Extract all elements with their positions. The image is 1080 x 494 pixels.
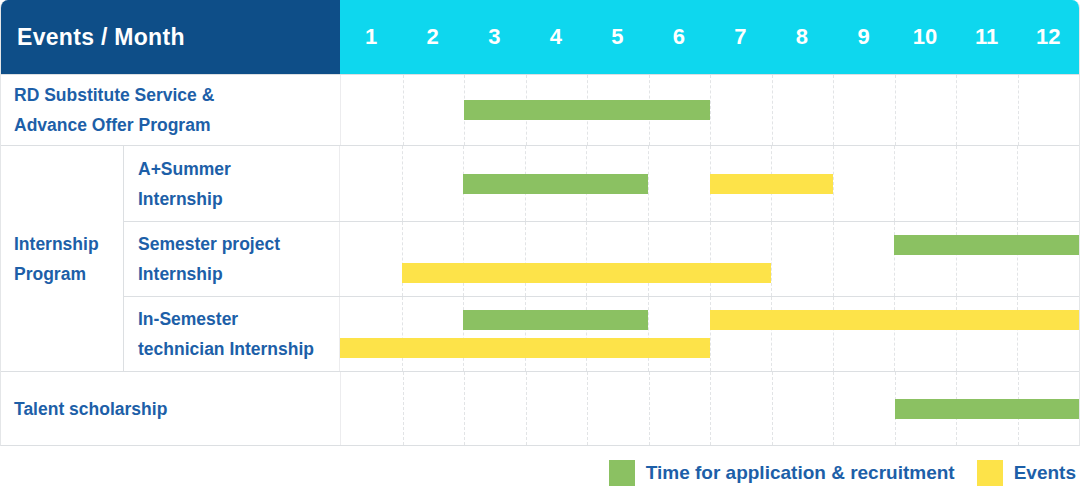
month-gridline bbox=[833, 297, 834, 371]
group-label-internship-program: InternshipProgram bbox=[1, 146, 124, 371]
row-label-talent-scholarship: Talent scholarship bbox=[1, 372, 340, 445]
semester-project-barline bbox=[340, 263, 1079, 283]
rd-substitute-chart bbox=[340, 75, 1079, 145]
month-gridline bbox=[463, 222, 464, 296]
in-semester-technician-barline bbox=[340, 338, 1079, 358]
month-header-cell-10: 10 bbox=[894, 0, 956, 74]
subrow-label-a-plus-summer-line-1: A+Summer bbox=[138, 154, 339, 184]
month-gridline bbox=[586, 222, 587, 296]
month-header-cell-12: 12 bbox=[1017, 0, 1079, 74]
row-rd-substitute: RD Substitute Service &Advance Offer Pro… bbox=[1, 74, 1079, 145]
month-gridline bbox=[648, 297, 649, 371]
month-header-cell-8: 8 bbox=[771, 0, 833, 74]
month-gridline bbox=[956, 222, 957, 296]
table-body: RD Substitute Service &Advance Offer Pro… bbox=[1, 74, 1079, 445]
row-label-rd-substitute-line-2: Advance Offer Program bbox=[14, 110, 340, 140]
table-header-row: Events / Month 123456789101112 bbox=[1, 0, 1079, 74]
group-rows-internship-program: A+SummerInternshipSemester projectIntern… bbox=[124, 146, 1079, 371]
semester-project-bar-green-m10-m12 bbox=[894, 235, 1079, 255]
legend-label-application: Time for application & recruitment bbox=[646, 462, 955, 484]
in-semester-technician-bar-yellow-m1-m6 bbox=[340, 338, 710, 358]
row-label-rd-substitute: RD Substitute Service &Advance Offer Pro… bbox=[1, 75, 340, 145]
subrow-label-semester-project: Semester projectInternship bbox=[124, 222, 339, 296]
gantt-table: Events / Month 123456789101112 RD Substi… bbox=[0, 0, 1080, 446]
in-semester-technician-chart bbox=[339, 297, 1079, 371]
month-gridline bbox=[463, 297, 464, 371]
talent-scholarship-chart bbox=[340, 372, 1079, 445]
month-header-cell-5: 5 bbox=[587, 0, 649, 74]
subrow-label-semester-project-line-2: Internship bbox=[138, 259, 339, 289]
month-gridline bbox=[402, 297, 403, 371]
semester-project-chart bbox=[339, 222, 1079, 296]
legend-label-events: Events bbox=[1014, 462, 1076, 484]
header-title-cell: Events / Month bbox=[1, 0, 340, 74]
in-semester-technician-bar-green-m3-m5 bbox=[463, 310, 648, 330]
subrow-a-plus-summer: A+SummerInternship bbox=[124, 146, 1079, 221]
month-gridline bbox=[1017, 222, 1018, 296]
month-gridline bbox=[710, 222, 711, 296]
group-label-internship-program-line-2: Program bbox=[14, 259, 123, 289]
legend-item-events: Events bbox=[977, 460, 1076, 486]
month-gridline bbox=[771, 297, 772, 371]
month-header-cell-9: 9 bbox=[833, 0, 895, 74]
month-gridline bbox=[894, 222, 895, 296]
rd-substitute-bar-green-m3-m6 bbox=[464, 100, 710, 120]
month-gridline bbox=[710, 297, 711, 371]
semester-project-bar-yellow-m2-m7 bbox=[402, 263, 772, 283]
semester-project-barline bbox=[340, 235, 1079, 255]
month-gridline bbox=[833, 222, 834, 296]
in-semester-technician-barline bbox=[340, 310, 1079, 330]
month-gridline bbox=[956, 297, 957, 371]
row-label-rd-substitute-line-1: RD Substitute Service & bbox=[14, 80, 340, 110]
month-header-cell-4: 4 bbox=[525, 0, 587, 74]
subrow-label-a-plus-summer: A+SummerInternship bbox=[124, 146, 339, 221]
legend: Time for application & recruitment Event… bbox=[0, 446, 1080, 494]
subrow-label-in-semester-technician-line-1: In-Semester bbox=[138, 304, 339, 334]
a-plus-summer-barline bbox=[340, 174, 1079, 194]
month-header-cell-2: 2 bbox=[402, 0, 464, 74]
yellow-swatch-icon bbox=[977, 460, 1003, 486]
month-header-cell-3: 3 bbox=[463, 0, 525, 74]
group-label-internship-program-line-1: Internship bbox=[14, 229, 123, 259]
month-gridline bbox=[771, 222, 772, 296]
legend-item-application: Time for application & recruitment bbox=[609, 460, 955, 486]
month-gridline bbox=[525, 222, 526, 296]
header-title: Events / Month bbox=[17, 24, 185, 51]
month-header-cell-11: 11 bbox=[956, 0, 1018, 74]
month-gridline bbox=[648, 222, 649, 296]
rd-substitute-barline bbox=[341, 100, 1079, 120]
talent-scholarship-bar-green-m10-m12 bbox=[895, 399, 1079, 419]
a-plus-summer-bar-yellow-m7-m8 bbox=[710, 174, 833, 194]
subrow-label-in-semester-technician-line-2: technician Internship bbox=[138, 334, 339, 364]
month-header-cell-6: 6 bbox=[648, 0, 710, 74]
month-gridline bbox=[894, 297, 895, 371]
a-plus-summer-chart bbox=[339, 146, 1079, 221]
month-gridline bbox=[1017, 297, 1018, 371]
group-internship-program: InternshipProgramA+SummerInternshipSemes… bbox=[1, 145, 1079, 371]
subrow-label-semester-project-line-1: Semester project bbox=[138, 229, 339, 259]
month-header-cell-7: 7 bbox=[710, 0, 772, 74]
in-semester-technician-bar-yellow-m7-m12 bbox=[710, 310, 1080, 330]
talent-scholarship-barline bbox=[341, 399, 1079, 419]
green-swatch-icon bbox=[609, 460, 635, 486]
month-gridline bbox=[402, 222, 403, 296]
month-gridline bbox=[586, 297, 587, 371]
subrow-semester-project: Semester projectInternship bbox=[124, 221, 1079, 296]
a-plus-summer-bar-green-m3-m5 bbox=[463, 174, 648, 194]
subrow-in-semester-technician: In-Semestertechnician Internship bbox=[124, 296, 1079, 371]
subrow-label-a-plus-summer-line-2: Internship bbox=[138, 184, 339, 214]
month-gridline bbox=[525, 297, 526, 371]
subrow-label-in-semester-technician: In-Semestertechnician Internship bbox=[124, 297, 339, 371]
row-label-talent-scholarship-line-1: Talent scholarship bbox=[14, 394, 340, 424]
month-header-cell-1: 1 bbox=[340, 0, 402, 74]
month-header-row: 123456789101112 bbox=[340, 0, 1079, 74]
row-talent-scholarship: Talent scholarship bbox=[1, 371, 1079, 445]
